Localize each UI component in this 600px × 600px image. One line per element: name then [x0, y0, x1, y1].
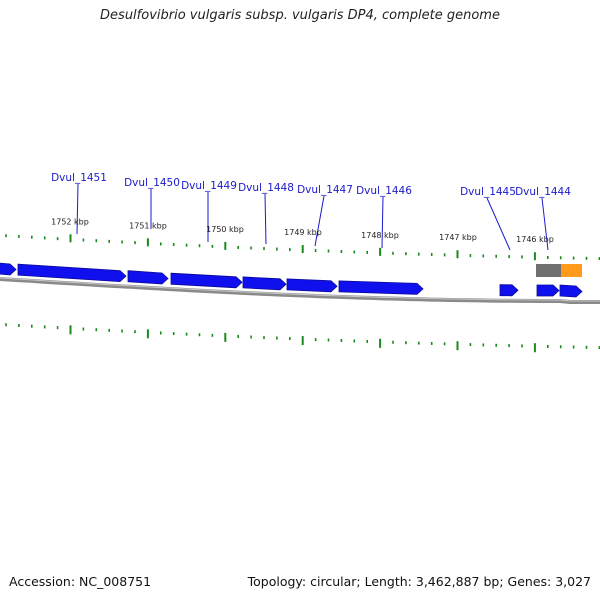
kbp-label: 1747 kbp	[439, 233, 477, 242]
kbp-label: 1751 kbp	[129, 221, 167, 230]
gene-leader-line	[486, 197, 511, 251]
gene-label[interactable]: Dvul_1446	[356, 185, 412, 197]
accession-text: Accession: NC_008751	[9, 574, 152, 589]
cds-arrow[interactable]	[17, 263, 127, 283]
cds-arrow[interactable]	[559, 284, 583, 298]
backbone-highlight	[0, 277, 600, 302]
orange-feature-block[interactable]	[561, 264, 582, 277]
gene-leader-line	[314, 195, 325, 247]
inner-tick-ring	[5, 323, 600, 353]
outer-tick-ring	[5, 234, 600, 261]
kbp-label: 1746 kbp	[516, 235, 554, 244]
cds-arrow[interactable]	[242, 276, 287, 291]
gray-feature-block[interactable]	[536, 264, 561, 277]
kbp-label: 1748 kbp	[361, 231, 399, 240]
gene-label[interactable]: Dvul_1445	[460, 186, 516, 198]
cds-arrow[interactable]	[338, 280, 424, 295]
kbp-label: 1749 kbp	[284, 228, 322, 237]
cds-arrow[interactable]	[0, 262, 17, 276]
gene-leader-line	[381, 196, 384, 249]
gene-label[interactable]: Dvul_1450	[124, 177, 180, 189]
kbp-label: 1750 kbp	[206, 225, 244, 234]
cds-arrow[interactable]	[536, 284, 560, 297]
genome-backbone	[0, 277, 600, 304]
gene-labels[interactable]: Dvul_1451 Dvul_1450 Dvul_1449 Dvul_1448 Dvul…	[51, 172, 571, 251]
cds-arrow[interactable]	[286, 278, 338, 293]
gene-leader-line	[76, 183, 79, 235]
gene-label[interactable]: Dvul_1448	[238, 182, 294, 194]
gene-label[interactable]: Dvul_1444	[515, 186, 571, 198]
cds-arrow[interactable]	[170, 272, 243, 289]
gene-leader-line	[541, 197, 549, 251]
cds-arrow[interactable]	[127, 270, 169, 285]
genome-summary-text: Topology: circular; Length: 3,462,887 bp…	[247, 574, 591, 589]
gene-leader-line	[264, 193, 267, 245]
gene-label[interactable]: Dvul_1451	[51, 172, 107, 184]
gene-label[interactable]: Dvul_1449	[181, 180, 237, 192]
feature-track	[0, 262, 583, 298]
kbp-label: 1752 kbp	[51, 217, 89, 226]
kbp-labels: 1752 kbp 1751 kbp 1750 kbp 1749 kbp 1748 kbp…	[51, 217, 554, 244]
map-title: Desulfovibrio vulgaris subsp. vulgaris D…	[100, 8, 500, 23]
cds-arrow[interactable]	[499, 284, 519, 297]
backbone-line	[0, 277, 600, 304]
gene-label[interactable]: Dvul_1447	[297, 184, 353, 196]
